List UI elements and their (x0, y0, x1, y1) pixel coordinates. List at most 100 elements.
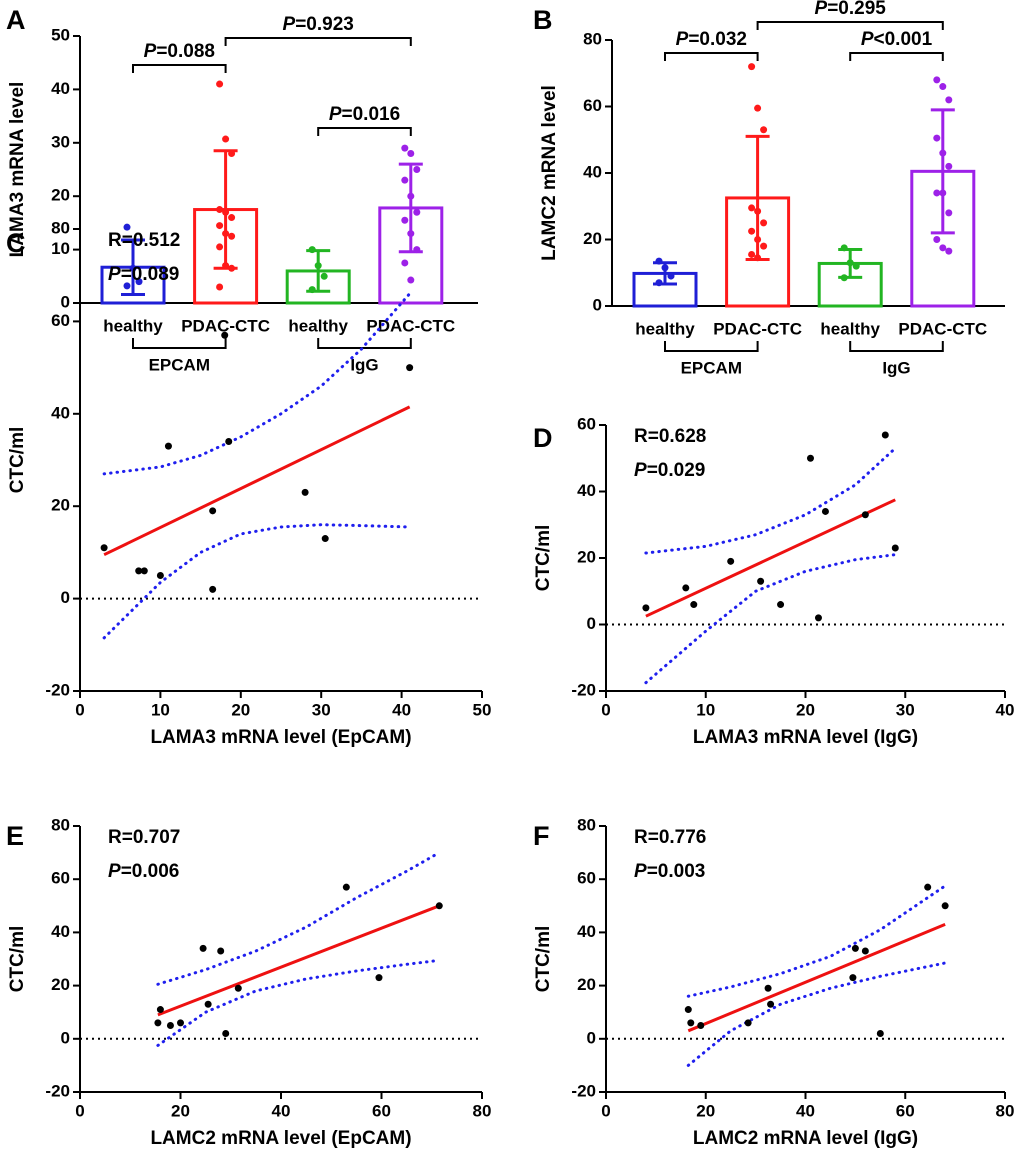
data-point (933, 134, 941, 142)
data-point (301, 488, 309, 496)
data-point (846, 259, 854, 267)
ci-lower (686, 961, 947, 1067)
y-tick-label: 20 (51, 496, 70, 515)
x-tick-label: 40 (272, 1101, 291, 1120)
data-point (941, 902, 949, 910)
y-tick-label: 20 (51, 975, 70, 994)
data-point (204, 1000, 212, 1008)
data-point (945, 162, 953, 170)
data-point (684, 1006, 692, 1014)
x-axis-label: LAMC2 mRNA level (EpCAM) (150, 1128, 411, 1149)
data-point (413, 208, 421, 216)
data-point (222, 135, 230, 143)
data-point (861, 511, 869, 519)
x-tick-label: 0 (601, 1101, 610, 1120)
data-point (221, 331, 229, 339)
data-point (225, 438, 233, 446)
y-tick-label: 60 (51, 311, 70, 330)
x-axis-label: LAMA3 mRNA level (IgG) (693, 727, 918, 748)
data-point (406, 364, 414, 372)
data-point (308, 246, 316, 254)
data-point (840, 274, 848, 282)
data-point (777, 601, 785, 609)
data-point (806, 454, 814, 462)
data-point (655, 257, 663, 265)
data-point (314, 262, 322, 270)
y-tick-label: -20 (45, 1081, 70, 1100)
data-point (939, 83, 947, 91)
y-tick-label: 20 (583, 229, 602, 248)
data-point (216, 206, 224, 214)
x-tick-label: healthy (288, 316, 348, 335)
p-value: P=0.088 (144, 41, 215, 62)
panel-letter: B (533, 5, 553, 35)
data-point (861, 947, 869, 955)
data-point (228, 149, 236, 157)
data-point (945, 209, 953, 217)
comparison-bracket (132, 64, 227, 73)
data-point (413, 166, 421, 173)
comparison-bracket (849, 52, 944, 61)
data-point (199, 944, 207, 952)
data-point (690, 601, 698, 609)
data-point (100, 544, 108, 552)
y-axis-label: CTC/ml (7, 427, 28, 494)
x-tick-label: 20 (231, 700, 250, 719)
panel-letter: E (6, 821, 24, 851)
data-point (748, 63, 756, 71)
data-point (945, 247, 953, 255)
x-tick-label: 40 (392, 700, 411, 719)
data-point (209, 507, 217, 515)
y-tick-label: 60 (51, 869, 70, 888)
data-point (840, 244, 848, 252)
ci-lower (644, 553, 897, 685)
panel-letter: C (6, 228, 26, 258)
y-tick-label: 40 (577, 922, 596, 941)
y-tick-label: 50 (51, 25, 70, 44)
data-point (814, 614, 822, 622)
y-tick-label: 40 (51, 403, 70, 422)
data-point (321, 535, 329, 543)
y-axis-label: CTC/ml (533, 926, 554, 993)
p-value: P=0.923 (283, 14, 354, 35)
data-point (697, 1022, 705, 1029)
annotation: P=0.006 (108, 861, 179, 882)
y-tick-label: 40 (51, 79, 70, 98)
data-point (748, 204, 756, 212)
y-tick-label: 40 (51, 922, 70, 941)
data-point (216, 243, 224, 251)
group-bracket (664, 341, 759, 352)
y-tick-label: 40 (577, 481, 596, 500)
y-axis-label: LAMA3 mRNA level (7, 82, 28, 258)
data-point (939, 244, 947, 252)
ci-upper (644, 446, 897, 555)
y-tick-label: 0 (593, 295, 602, 314)
data-point (222, 262, 230, 270)
data-point (760, 219, 768, 227)
data-point (891, 544, 899, 552)
data-point (933, 76, 941, 84)
y-tick-label: 10 (51, 239, 70, 258)
x-tick-label: 10 (696, 700, 715, 719)
data-point (407, 276, 415, 284)
data-point (166, 1022, 174, 1029)
data-point (852, 262, 860, 270)
y-tick-label: 80 (51, 218, 70, 237)
data-point (939, 149, 947, 157)
x-tick-label: healthy (820, 319, 880, 338)
data-point (217, 947, 225, 955)
data-point (945, 96, 953, 104)
panel-letter: A (6, 5, 26, 35)
annotation: P=0.089 (108, 264, 179, 285)
x-tick-label: healthy (635, 319, 695, 338)
data-point (401, 176, 409, 184)
y-axis-label: CTC/ml (533, 525, 554, 592)
data-point (401, 144, 409, 152)
x-tick-label: 30 (312, 700, 331, 719)
x-tick-label: 20 (796, 700, 815, 719)
data-point (821, 507, 829, 515)
y-tick-label: 0 (61, 1028, 70, 1047)
data-point (876, 1029, 884, 1037)
group-label: IgG (882, 358, 910, 377)
